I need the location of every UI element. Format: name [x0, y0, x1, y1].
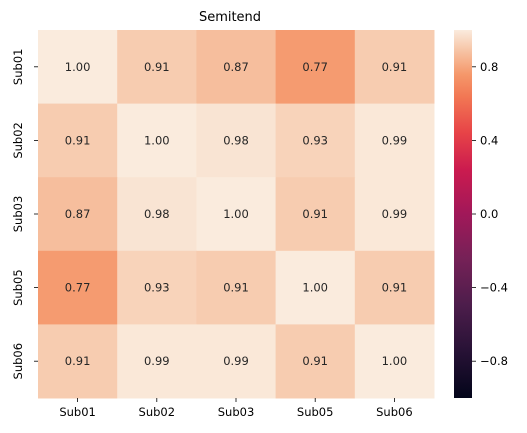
heatmap-cell	[275, 177, 356, 252]
heatmap-cell	[354, 103, 435, 178]
heatmap-cell	[275, 324, 356, 399]
heatmap-cell	[38, 30, 118, 105]
cell-value-label: 0.93	[302, 133, 328, 147]
cell-value-label: 1.00	[223, 207, 249, 221]
x-tick-label: Sub03	[218, 405, 255, 419]
cell-value-label: 0.91	[223, 281, 249, 295]
y-tick-label: Sub01	[11, 49, 25, 86]
cell-value-label: 1.00	[144, 133, 170, 147]
cell-value-label: 0.87	[65, 207, 91, 221]
cell-value-label: 0.77	[65, 281, 91, 295]
y-tick-label: Sub03	[11, 196, 25, 233]
y-tick-label: Sub06	[11, 343, 25, 380]
cell-value-label: 0.91	[65, 354, 91, 368]
cell-value-label: 0.87	[223, 60, 249, 74]
heatmap-cell	[196, 30, 277, 105]
heatmap-cell	[196, 250, 277, 325]
heatmap-cell	[38, 324, 118, 399]
x-tick-label: Sub05	[297, 405, 334, 419]
x-axis-ticks: Sub01 Sub02 Sub03 Sub05 Sub06	[59, 398, 413, 419]
heatmap-cell	[38, 103, 118, 178]
colorbar	[454, 30, 472, 398]
heatmap-cell	[117, 177, 197, 252]
heatmap-cell	[38, 250, 118, 325]
colorbar-tick-label: −0.8	[480, 354, 508, 368]
heatmap-cell	[354, 250, 435, 325]
colorbar-tick-label: 0.4	[480, 133, 498, 147]
cell-value-label: 1.00	[302, 281, 328, 295]
heatmap-cell	[117, 324, 197, 399]
cell-value-label: 0.99	[382, 207, 408, 221]
colorbar-tick-label: 0.0	[480, 207, 498, 221]
cell-value-label: 0.91	[65, 133, 91, 147]
colorbar-tick-label: −0.4	[480, 281, 508, 295]
y-axis-ticks: Sub01 Sub02 Sub03 Sub05 Sub06	[11, 49, 38, 380]
heatmap-cell	[354, 177, 435, 252]
chart-title: Semitend	[199, 10, 261, 25]
x-tick-label: Sub06	[376, 405, 413, 419]
heatmap-cell	[196, 177, 277, 252]
cell-value-label: 1.00	[382, 354, 408, 368]
cell-value-label: 0.91	[302, 354, 328, 368]
heatmap-cell	[354, 324, 435, 399]
heatmap-cell	[275, 30, 356, 105]
cell-value-label: 0.91	[382, 60, 408, 74]
cell-value-label: 0.98	[144, 207, 170, 221]
cell-value-label: 0.93	[144, 281, 170, 295]
heatmap-cell	[354, 30, 435, 105]
heatmap-cells: 1.00 0.91 0.87 0.77 0.91 0.91 1.00 0.98 0.93 0.99…	[38, 30, 435, 399]
cell-value-label: 0.91	[144, 60, 170, 74]
y-tick-label: Sub05	[11, 269, 25, 306]
heatmap-cell	[117, 103, 197, 178]
heatmap-cell	[117, 30, 197, 105]
heatmap-cell	[196, 103, 277, 178]
colorbar-ticks: 0.8 0.4 0.0 −0.4 −0.8	[472, 60, 508, 368]
x-tick-label: Sub02	[139, 405, 176, 419]
heatmap-cell	[275, 103, 356, 178]
cell-value-label: 0.99	[382, 133, 408, 147]
cell-value-label: 0.99	[144, 354, 170, 368]
heatmap-cell	[117, 250, 197, 325]
heatmap-cell	[196, 324, 277, 399]
y-tick-label: Sub02	[11, 122, 25, 159]
heatmap-cell	[38, 177, 118, 252]
cell-value-label: 0.98	[223, 133, 249, 147]
heatmap-cell	[275, 250, 356, 325]
colorbar-tick-label: 0.8	[480, 60, 498, 74]
cell-value-label: 0.91	[302, 207, 328, 221]
cell-value-label: 1.00	[65, 60, 91, 74]
cell-value-label: 0.91	[382, 281, 408, 295]
cell-value-label: 0.99	[223, 354, 249, 368]
cell-value-label: 0.77	[302, 60, 328, 74]
x-tick-label: Sub01	[59, 405, 96, 419]
